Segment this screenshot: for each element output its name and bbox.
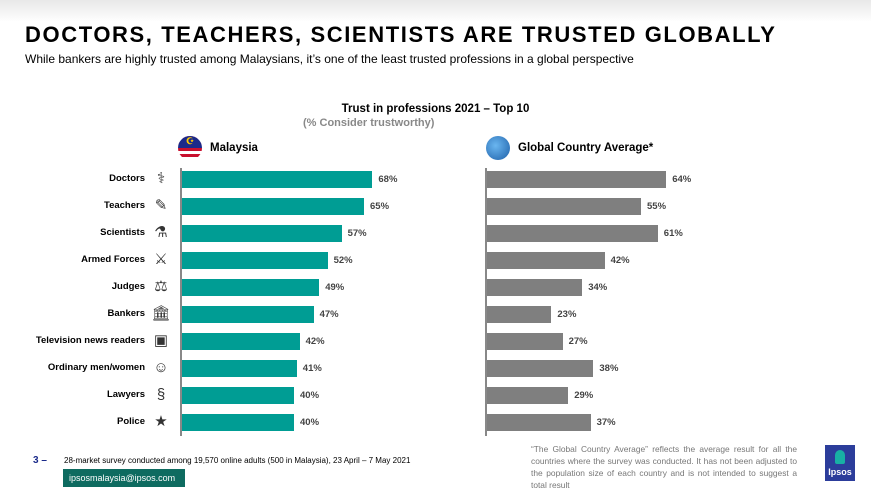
global-label: Global Country Average* [518, 142, 654, 154]
globe-icon [486, 136, 510, 160]
malaysia-bar [182, 306, 314, 323]
malaysia-value-label: 42% [305, 336, 325, 347]
malaysia-value-label: 65% [370, 201, 390, 212]
malaysia-value-label: 57% [347, 228, 367, 239]
chart-title: Trust in professions 2021 – Top 10 [341, 103, 530, 115]
global-bar [487, 414, 591, 431]
malaysia-value-label: 68% [378, 174, 398, 185]
malaysia-bar [182, 171, 373, 188]
global-value-label: 61% [663, 228, 683, 239]
malaysia-value-label: 47% [319, 309, 339, 320]
global-value-label: 27% [568, 336, 588, 347]
police-icon: ★ [154, 413, 168, 430]
global-value-label: 38% [599, 363, 619, 374]
lawyer-icon: § [156, 386, 166, 403]
malaysia-bar [182, 225, 342, 242]
malaysia-value-label: 40% [300, 390, 320, 401]
malaysia-bar [182, 333, 300, 350]
chart-subtitle: (% Consider trustworthy) [303, 117, 435, 129]
category-label: Ordinary men/women [47, 362, 145, 373]
category-label: Judges [111, 281, 145, 292]
category-label: Doctors [109, 173, 145, 184]
category-label: Armed Forces [81, 254, 145, 265]
page-subtitle: While bankers are highly trusted among M… [25, 52, 634, 66]
malaysia-bar [182, 414, 294, 431]
global-value-label: 42% [610, 255, 630, 266]
bank-icon: 🏛 [151, 305, 171, 322]
global-bar [487, 306, 552, 323]
category-label: Television news readers [35, 335, 145, 346]
global-value-label: 55% [647, 201, 667, 212]
malaysia-bar [182, 387, 294, 404]
global-bar [487, 279, 583, 296]
global-panel-header: Global Country Average* [486, 136, 653, 160]
contact-email[interactable]: ipsosmalaysia@ipsos.com [63, 469, 185, 487]
global-bar [487, 387, 569, 404]
malaysia-bar [182, 198, 364, 215]
category-label: Teachers [103, 200, 145, 211]
scientist-icon: ⚗ [154, 224, 168, 241]
malaysia-panel-header: ☪ Malaysia [178, 136, 258, 160]
global-value-label: 37% [596, 417, 616, 428]
global-bar [487, 198, 641, 215]
malaysia-bar [182, 279, 320, 296]
category-label: Scientists [100, 227, 145, 238]
malaysia-value-label: 41% [302, 363, 322, 374]
page-title: DOCTORS, TEACHERS, SCIENTISTS ARE TRUSTE… [25, 22, 777, 47]
malaysia-axis [180, 168, 182, 436]
doctor-icon: ⚕ [156, 170, 166, 187]
global-bar [487, 225, 658, 242]
page-number: 3 – [33, 455, 47, 466]
global-bar [487, 333, 563, 350]
malaysia-value-label: 49% [325, 282, 345, 293]
global-axis [485, 168, 487, 436]
source-note: 28-market survey conducted among 19,570 … [64, 456, 411, 465]
tv-news-icon: ▣ [153, 332, 169, 349]
teacher-icon: ✎ [154, 197, 168, 214]
malaysia-value-label: 52% [333, 255, 353, 266]
global-bar [487, 360, 594, 377]
category-label: Bankers [107, 308, 146, 319]
global-average-note: “The Global Country Average” reflects th… [531, 444, 797, 490]
ipsos-logo: Ipsos [825, 445, 855, 481]
global-value-label: 29% [574, 390, 594, 401]
malaysia-bar [182, 360, 297, 377]
global-bar [487, 252, 605, 269]
soldier-icon: ⚔ [154, 251, 168, 268]
people-icon: ☺ [153, 359, 169, 376]
malaysia-label: Malaysia [210, 142, 258, 154]
top-band [0, 0, 871, 22]
category-label: Lawyers [106, 389, 145, 400]
category-label: Police [117, 416, 145, 427]
global-value-label: 23% [557, 309, 577, 320]
malaysia-flag-icon: ☪ [178, 136, 202, 160]
global-value-label: 34% [588, 282, 608, 293]
gavel-icon: ⚖ [154, 278, 168, 295]
malaysia-value-label: 40% [300, 417, 320, 428]
global-bar [487, 171, 667, 188]
malaysia-bar [182, 252, 328, 269]
global-value-label: 64% [672, 174, 692, 185]
